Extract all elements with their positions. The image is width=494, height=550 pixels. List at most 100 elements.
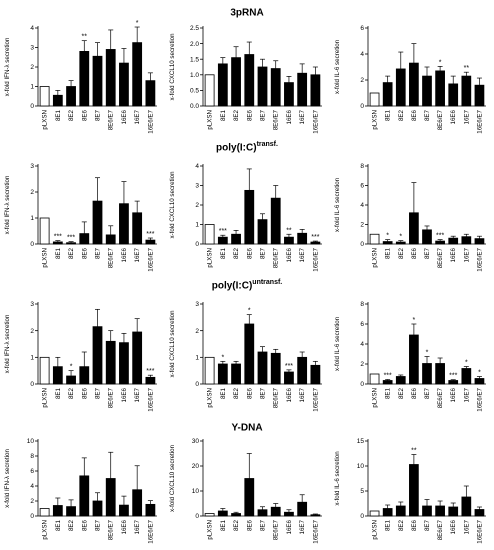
y-axis-label: x-fold IL-6 secretion [334, 177, 341, 232]
bar-16e7 [461, 75, 472, 107]
bar-8e7 [257, 219, 268, 245]
x-tick-label: 16E6 [286, 387, 293, 402]
x-tick-label: 16E6/E7 [476, 109, 483, 133]
significance-mark: *** [436, 233, 444, 240]
x-tick-label: pLXSN [207, 110, 214, 130]
bar-16e6 [284, 511, 294, 517]
significance-mark: *** [449, 373, 457, 380]
y-tick-label: 2 [30, 328, 34, 335]
y-tick-label: 2 [30, 189, 34, 196]
y-tick-label: 2 [360, 361, 364, 368]
x-tick-label: 8E2 [68, 109, 75, 121]
bar-8e6-e7 [270, 506, 281, 517]
bar-8e7 [92, 500, 103, 517]
bar-16e6-e7 [310, 74, 321, 107]
x-tick-label: 8E6/E7 [273, 387, 280, 408]
bar-8e1 [52, 505, 63, 517]
bar-8e6-e7 [435, 363, 445, 385]
bar-16e6 [284, 236, 294, 245]
y-tick-label: 0 [195, 513, 199, 520]
y-tick-label: 1 [30, 215, 34, 222]
x-tick-label: pLXSN [207, 520, 214, 540]
bar-16e6-e7 [474, 509, 485, 517]
bar-16e7 [132, 42, 143, 107]
y-tick-label: 0 [195, 381, 199, 388]
bar-16e6 [119, 504, 129, 517]
x-tick-label: 8E6 [81, 387, 88, 399]
x-tick-label: 16E6/E7 [312, 387, 319, 411]
bar-8e7 [422, 363, 432, 385]
significance-mark: *** [384, 373, 392, 380]
x-tick-label: 8E7 [260, 519, 267, 531]
x-tick-label: pLXSN [207, 388, 214, 408]
bar-16e6-e7 [145, 376, 156, 385]
x-tick-label: 16E6/E7 [147, 519, 154, 543]
x-tick-label: 8E6 [411, 109, 418, 121]
x-tick-label: 16E6 [450, 519, 457, 534]
x-tick-label: 16E6/E7 [312, 247, 319, 271]
bar-8e2 [395, 68, 406, 107]
y-tick-label: 2.0 [190, 41, 199, 48]
x-tick-label: 8E2 [233, 247, 240, 259]
bar-16e7 [461, 368, 472, 385]
bar-8e1 [382, 241, 393, 245]
x-tick-label: pLXSN [42, 110, 49, 130]
x-tick-label: 8E7 [260, 247, 267, 259]
chart-3prna-il6: x-fold IL-6 secretion 0 2 4 6 pLXSN 8E1 8E2 8E6 8… [334, 25, 486, 134]
significance-mark: * [478, 370, 481, 377]
bar-16e7 [297, 501, 308, 517]
bar-8e2 [66, 242, 76, 245]
bar-16e7 [132, 212, 143, 245]
bar-plxsn [204, 224, 215, 245]
significance-mark: *** [54, 234, 62, 241]
x-tick-label: 8E7 [424, 387, 431, 399]
bar-plxsn [39, 217, 50, 245]
row-title-main: poly(I:C) [216, 142, 257, 154]
bar-16e6-e7 [474, 238, 485, 245]
x-tick-label: 8E2 [233, 109, 240, 121]
bar-8e7 [92, 200, 103, 245]
row-title-3prna: 3pRNA [0, 6, 494, 18]
x-tick-label: 16E6 [286, 109, 293, 124]
bar-8e2 [66, 86, 76, 107]
bar-8e7 [422, 505, 432, 517]
y-tick-label: 0 [30, 103, 34, 110]
chart-3prna-cxcl10: x-fold CXCL10 secretion 0.0 0.5 1.0 1.5 2.0 2.… [169, 25, 322, 134]
x-tick-label: 8E7 [424, 519, 431, 531]
bar-8e6-e7 [435, 505, 445, 517]
bar-16e6-e7 [474, 84, 485, 107]
bar-16e7 [461, 236, 472, 245]
x-tick-label: 16E6 [286, 247, 293, 262]
x-tick-label: 16E7 [134, 109, 141, 124]
y-tick-label: 6 [360, 25, 364, 32]
bar-8e6 [409, 334, 419, 385]
x-tick-label: 8E6 [411, 247, 418, 259]
bar-16e7 [132, 331, 143, 385]
significance-mark: * [248, 308, 251, 315]
bar-8e6-e7 [105, 340, 116, 385]
bar-plxsn [369, 373, 380, 385]
x-tick-label: 8E6 [411, 519, 418, 531]
y-tick-label: 1.5 [190, 56, 199, 63]
bar-8e2 [231, 513, 241, 517]
y-tick-label: 0 [360, 103, 364, 110]
y-axis-label: x-fold CXCL10 secretion [169, 33, 176, 101]
chart-polyic-untransf-cxcl10: x-fold CXCL10 secretion 0 1 2 3 pLXSN * 8E1 8E2 *… [169, 301, 322, 412]
significance-mark: * [70, 364, 73, 371]
x-tick-label: 16E6 [450, 387, 457, 402]
row-title-polyic-transf: poly(I:C)transf. [0, 141, 494, 153]
bar-8e1 [52, 241, 63, 245]
y-tick-label: 10 [357, 463, 365, 470]
x-tick-label: 8E1 [220, 387, 227, 399]
x-tick-label: 8E6 [246, 247, 253, 259]
x-tick-label: 8E7 [424, 109, 431, 121]
bar-16e6-e7 [145, 239, 156, 245]
y-tick-label: 6 [360, 321, 364, 328]
x-tick-label: 8E1 [55, 519, 62, 531]
x-tick-label: 16E6/E7 [476, 387, 483, 411]
bar-16e6 [448, 237, 459, 245]
row-title-ydna: Y-DNA [0, 421, 494, 433]
bar-plxsn [369, 92, 380, 107]
y-tick-label: 0 [360, 241, 364, 248]
bar-8e1 [217, 236, 228, 245]
